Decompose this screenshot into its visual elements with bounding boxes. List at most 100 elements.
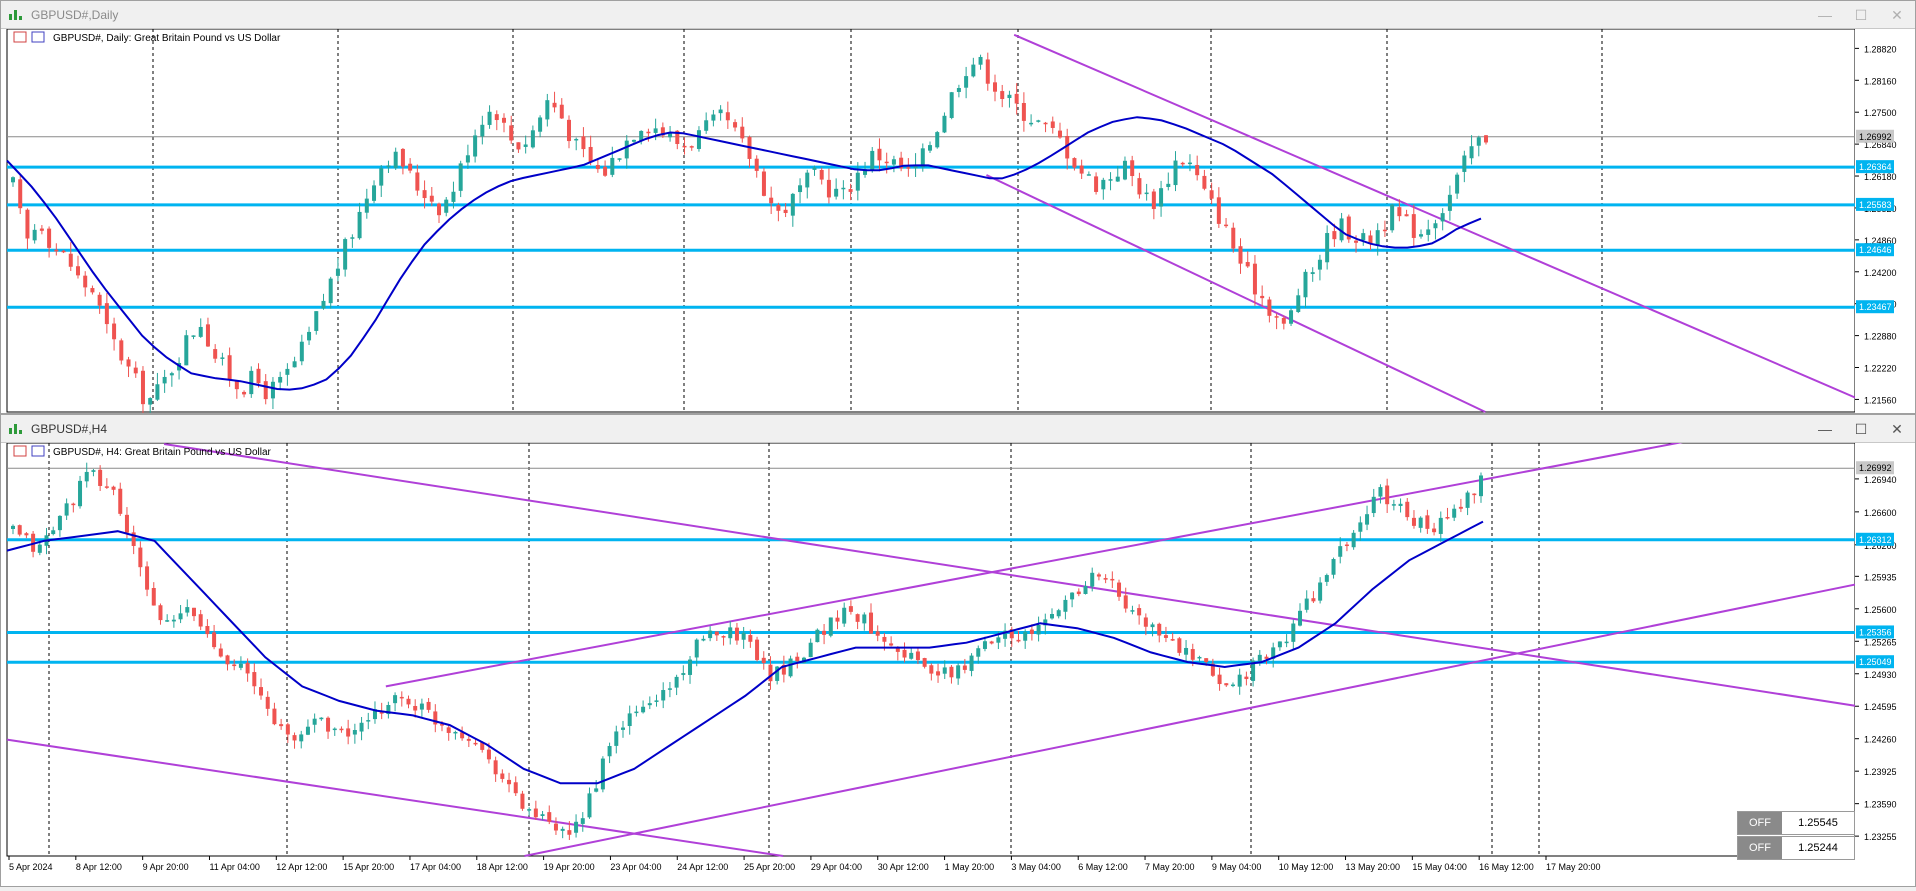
candle (191, 607, 196, 622)
off-button[interactable]: OFF (1738, 837, 1782, 859)
candle-body (1304, 598, 1309, 610)
candle (1122, 156, 1127, 181)
candle (1209, 182, 1214, 205)
candle (270, 377, 275, 410)
candle (721, 635, 726, 646)
candle-body (1173, 160, 1178, 186)
candle (406, 695, 411, 709)
candle (1137, 604, 1142, 625)
candle (305, 719, 310, 736)
candle (1391, 499, 1396, 511)
candle (1371, 488, 1376, 518)
candle-body (1405, 501, 1410, 518)
moving-average-line (6, 520, 1484, 785)
candle (328, 276, 333, 309)
close-button[interactable]: ✕ (1891, 420, 1903, 437)
candle-body (595, 164, 600, 170)
candle (145, 561, 150, 597)
candle (1296, 288, 1301, 314)
candle-body (1159, 188, 1164, 207)
candle-body (343, 239, 348, 270)
candle-body (795, 656, 800, 662)
time-label: 17 May 20:00 (1546, 862, 1601, 872)
price-axis: 1.26940 1.26600 1.26260 1.25935 1.25600 1.252… (1855, 443, 1915, 886)
candle-body (567, 830, 572, 835)
candle-body (256, 368, 261, 384)
tick-label: 1.24595 (1864, 702, 1897, 712)
daily-titlebar[interactable]: GBPUSD#,Daily — ☐ ✕ (1, 1, 1915, 29)
candle (408, 158, 413, 174)
candle (674, 674, 679, 696)
candle (1151, 188, 1156, 220)
candle-body (553, 823, 558, 831)
daily-chart-window[interactable]: GBPUSD#,Daily — ☐ ✕ GBPUSD#, Daily: Grea… (0, 0, 1916, 442)
candle-body (178, 613, 183, 620)
candle-body (1411, 214, 1416, 238)
candle-body (580, 818, 585, 824)
candle-body (929, 665, 934, 674)
candle (75, 255, 80, 279)
candle (17, 524, 22, 537)
h4-chart-svg[interactable]: GBPUSD#, H4: Great Britain Pound vs US D… (1, 438, 1915, 886)
candle (607, 742, 612, 764)
candle (610, 146, 615, 178)
candle-body (815, 629, 820, 643)
candle (1063, 595, 1068, 620)
candle (1252, 255, 1257, 306)
candle (473, 129, 478, 163)
candle-body (610, 157, 615, 175)
candle (1216, 187, 1221, 228)
candle-body (151, 588, 156, 606)
candle (808, 638, 813, 658)
h4-chart-window[interactable]: GBPUSD#,H4 — ☐ ✕ GBPUSD#, H4: Great Brit… (0, 414, 1916, 887)
candle (1043, 121, 1048, 133)
candle-body (1000, 91, 1005, 100)
candle (956, 84, 961, 98)
plot-frame (6, 28, 1856, 413)
candle-body (701, 638, 706, 641)
candle (1245, 251, 1250, 268)
candle (942, 112, 947, 134)
candle-body (415, 172, 420, 191)
minimize-button[interactable]: — (1818, 7, 1832, 23)
candle (259, 678, 264, 700)
candle-body (169, 373, 174, 376)
candle (1029, 114, 1034, 127)
candle-body (145, 566, 150, 590)
time-label: 18 Apr 12:00 (477, 862, 528, 872)
candle (567, 821, 572, 841)
maximize-button[interactable]: ☐ (1854, 6, 1868, 23)
candle (1405, 498, 1410, 521)
candle-body (39, 228, 44, 231)
maximize-button[interactable]: ☐ (1854, 420, 1868, 437)
tick-label: 1.26260 (1864, 541, 1897, 551)
candle (346, 719, 351, 745)
minimize-button[interactable]: — (1818, 421, 1832, 437)
candle-body (47, 228, 52, 248)
candle-body (429, 195, 434, 202)
candle-body (660, 127, 665, 136)
candle (1079, 159, 1084, 179)
candle-body (620, 727, 625, 730)
candle (641, 700, 646, 714)
candle (935, 130, 940, 149)
candle (1150, 622, 1155, 637)
candle-body (913, 164, 918, 169)
candle (1274, 313, 1279, 330)
candle (949, 91, 954, 120)
candle (928, 141, 933, 153)
tick-label: 1.24260 (1864, 735, 1897, 745)
level-label-bg (1856, 243, 1894, 257)
h4-titlebar[interactable]: GBPUSD#,H4 — ☐ ✕ (1, 415, 1915, 443)
tick-label: 1.26940 (1864, 475, 1897, 485)
daily-chart-svg[interactable]: GBPUSD#, Daily: Great Britain Pound vs U… (1, 28, 1915, 442)
daily-chart-area[interactable]: GBPUSD#, Daily: Great Britain Pound vs U… (1, 28, 1915, 442)
off-button[interactable]: OFF (1738, 812, 1782, 834)
candle (1197, 655, 1202, 663)
candle-body (437, 203, 442, 216)
candle (1361, 228, 1366, 246)
close-button[interactable]: ✕ (1891, 6, 1903, 23)
h4-chart-area[interactable]: GBPUSD#, H4: Great Britain Pound vs US D… (1, 438, 1915, 891)
candle (978, 54, 983, 70)
candle (855, 613, 860, 630)
